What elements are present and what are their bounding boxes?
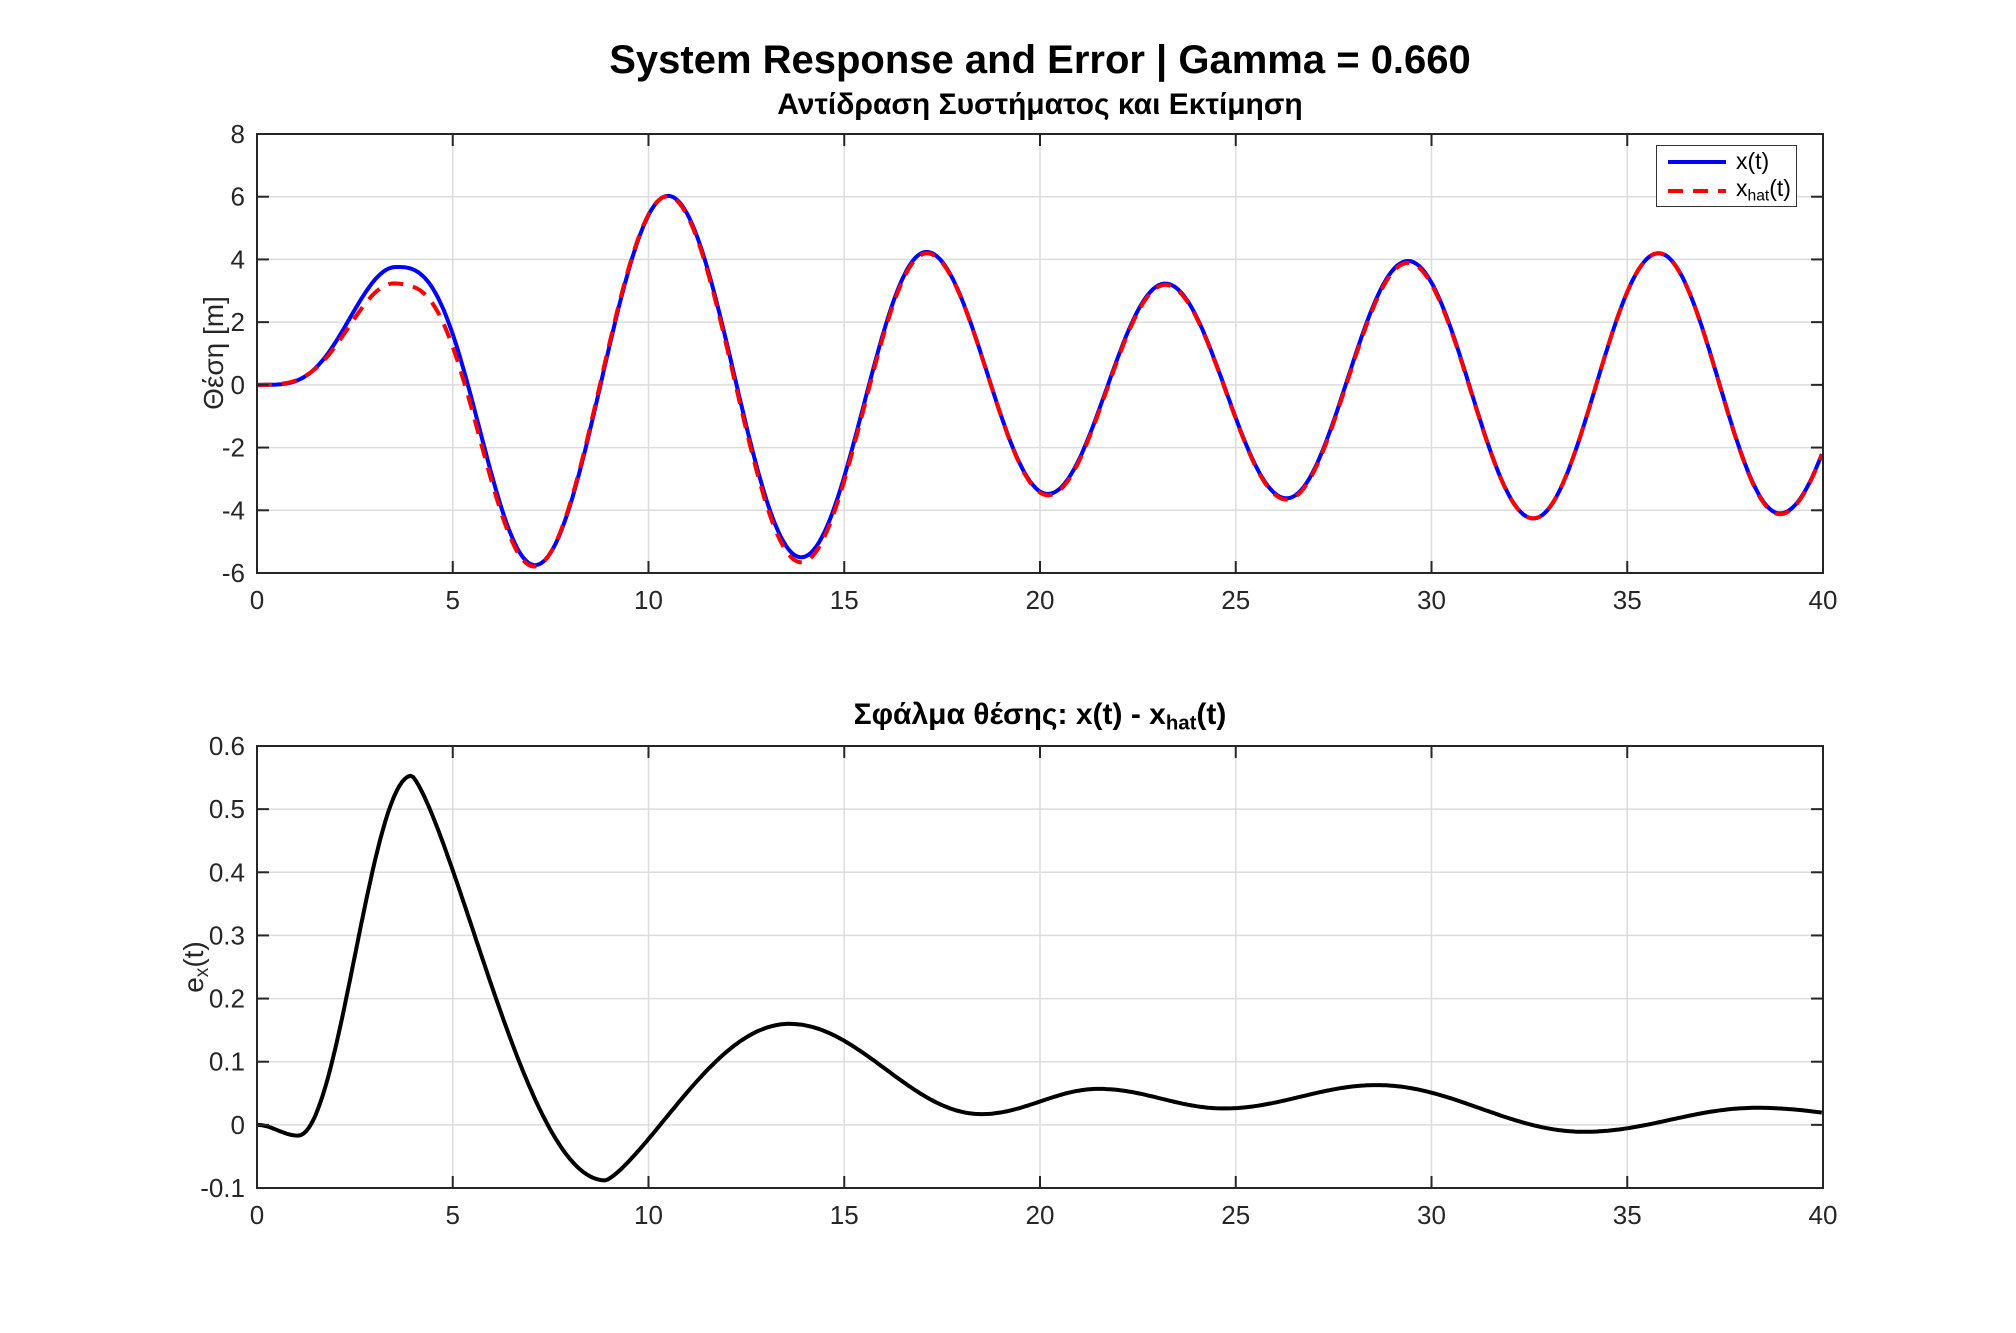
tick-labels: 0 5 10 15 20 25 30 35 400.60.50.40.30.20.10-0.1 — [200, 731, 1837, 1230]
legend-label-x: x(t) — [1736, 148, 1770, 174]
y-tick-label: -4 — [222, 495, 245, 525]
x-tick-label: 25 — [1221, 1200, 1250, 1230]
chart1-title: Αντίδραση Συστήματος και Εκτίμηση — [777, 88, 1303, 121]
series-e-x-t- — [256, 773, 1823, 1183]
chart1-ylabel: Θέση [m] — [198, 296, 229, 410]
legend-line-solid-swatch — [1668, 159, 1726, 164]
x-tick-label: 10 — [634, 585, 663, 615]
y-tick-label: 0.2 — [209, 984, 245, 1014]
x-tick-label: 40 — [1809, 585, 1838, 615]
x-tick-label: 0 — [250, 1200, 264, 1230]
x-tick-label: 35 — [1613, 1200, 1642, 1230]
y-tick-label: -6 — [222, 558, 245, 588]
y-tick-label: 8 — [231, 119, 245, 149]
curves — [256, 773, 1823, 1183]
error-chart: 0 5 10 15 20 25 30 35 400.60.50.40.30.20.10-0.1 — [200, 731, 1837, 1230]
y-tick-label: 0.3 — [209, 920, 245, 950]
y-tick-label: 0.6 — [209, 731, 245, 761]
legend-line-dashed-swatch — [1668, 188, 1726, 193]
chart2-title-post: (t) — [1196, 698, 1227, 731]
gridlines — [256, 745, 1824, 1189]
x-tick-label: 5 — [446, 1200, 460, 1230]
chart2-ylabel-post: (t) — [177, 941, 209, 968]
y-tick-label: -2 — [222, 433, 245, 463]
y-tick-label: 4 — [231, 244, 245, 274]
x-tick-label: 35 — [1613, 585, 1642, 615]
y-tick-label: 0.1 — [209, 1047, 245, 1077]
chart2-title-sub: hat — [1165, 712, 1197, 735]
legend: x(t) xhat(t) — [1656, 145, 1797, 207]
y-tick-label: 0 — [231, 1110, 245, 1140]
legend-entry-x: x(t) — [1657, 147, 1796, 176]
y-tick-label: 0.5 — [209, 794, 245, 824]
y-tick-label: 0 — [231, 370, 245, 400]
x-tick-label: 25 — [1221, 585, 1250, 615]
chart2-ylabel: ex(t) — [178, 941, 214, 993]
x-tick-label: 0 — [250, 585, 264, 615]
y-tick-label: -0.1 — [200, 1173, 245, 1203]
legend-entry-xhat: xhat(t) — [1657, 175, 1796, 205]
axes-box — [256, 133, 1824, 574]
chart2-title: Σφάλμα θέσης: x(t) - xhat(t) — [257, 698, 1823, 736]
axes-box — [256, 745, 1824, 1189]
legend-label-xhat: xhat(t) — [1736, 175, 1791, 205]
gridlines — [256, 133, 1824, 574]
curves — [257, 193, 1824, 569]
x-tick-label: 5 — [446, 585, 460, 615]
x-tick-label: 15 — [830, 1200, 859, 1230]
x-tick-label: 30 — [1417, 585, 1446, 615]
figure-title: System Response and Error | Gamma = 0.66… — [609, 38, 1471, 82]
y-tick-label: 0.4 — [209, 857, 245, 887]
chart2-ylabel-pre: e — [177, 977, 209, 993]
chart2-title-pre: Σφάλμα θέσης: x(t) - x — [853, 698, 1166, 731]
x-tick-label: 15 — [830, 585, 859, 615]
x-tick-label: 40 — [1809, 1200, 1838, 1230]
y-tick-label: 6 — [231, 182, 245, 212]
series-x-hat-t- — [257, 194, 1824, 569]
x-tick-label: 20 — [1026, 1200, 1055, 1230]
x-tick-label: 10 — [634, 1200, 663, 1230]
x-tick-label: 30 — [1417, 1200, 1446, 1230]
chart2-ylabel-sub: x — [192, 967, 214, 978]
x-tick-label: 20 — [1026, 585, 1055, 615]
y-tick-label: 2 — [231, 307, 245, 337]
